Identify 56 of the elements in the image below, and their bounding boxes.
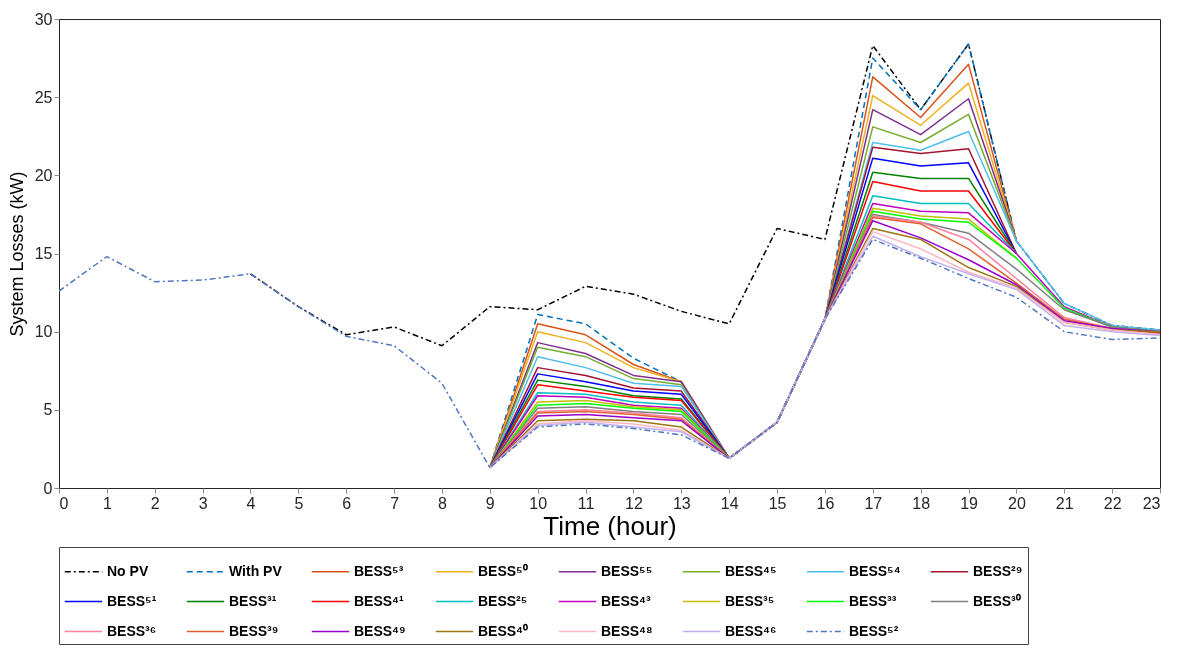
legend-label: BESS⁵¹ xyxy=(107,592,157,609)
x-tick-label: 19 xyxy=(960,494,979,512)
legend-label: BESS⁴⁵ xyxy=(725,562,777,579)
y-tick-label: 5 xyxy=(43,401,53,419)
x-tick-label: 15 xyxy=(768,494,787,512)
x-tick-label: 2 xyxy=(150,494,160,512)
legend-label: BESS⁵⁴ xyxy=(849,562,901,579)
y-tick-label: 10 xyxy=(34,323,53,341)
legend-label: With PV xyxy=(229,562,283,579)
x-tick-label: 1 xyxy=(102,494,112,512)
legend-label: BESS⁴⁸ xyxy=(601,622,653,639)
legend-label: BESS⁴⁶ xyxy=(725,622,777,639)
x-tick-label: 3 xyxy=(198,494,208,512)
legend-label: BESS⁴³ xyxy=(601,592,652,609)
legend-label: BESS⁴⁰ xyxy=(478,622,529,639)
x-tick-label: 11 xyxy=(577,494,595,512)
legend-label: BESS²⁵ xyxy=(478,592,528,609)
x-tick-label: 22 xyxy=(1103,494,1122,512)
x-tick-label: 17 xyxy=(864,494,883,512)
legend-label: BESS³⁵ xyxy=(725,592,775,609)
x-tick-label: 12 xyxy=(625,494,643,512)
legend-label: BESS⁴¹ xyxy=(354,592,405,609)
x-tick-label: 23 xyxy=(1142,494,1161,512)
legend-label: BESS³⁹ xyxy=(229,622,279,639)
x-tick-label: 20 xyxy=(1007,494,1026,512)
x-tick-label: 13 xyxy=(672,494,691,512)
legend-label: BESS⁵² xyxy=(849,622,899,639)
legend-label: BESS³¹ xyxy=(229,592,277,609)
x-tick-label: 21 xyxy=(1055,494,1074,512)
y-axis-title: System Losses (kW) xyxy=(6,171,27,337)
x-tick-label: 18 xyxy=(912,494,931,512)
y-tick-label: 20 xyxy=(34,166,53,184)
y-tick-label: 15 xyxy=(34,245,53,262)
x-tick-label: 6 xyxy=(342,494,352,512)
x-tick-label: 0 xyxy=(59,494,69,512)
legend-label: BESS⁵⁰ xyxy=(478,562,528,579)
legend-label: BESS⁵⁵ xyxy=(601,562,653,579)
legend-label: No PV xyxy=(107,562,149,579)
legend-label: BESS³³ xyxy=(849,592,897,609)
x-tick-label: 10 xyxy=(529,494,548,512)
legend-label: BESS²⁹ xyxy=(973,562,1023,579)
y-tick-label: 30 xyxy=(34,10,53,28)
x-tick-label: 4 xyxy=(246,494,256,512)
x-tick-label: 5 xyxy=(294,494,304,512)
legend-label: BESS³⁰ xyxy=(973,592,1021,609)
x-axis-title: Time (hour) xyxy=(543,510,677,541)
x-tick-label: 7 xyxy=(390,494,400,512)
x-tick-label: 16 xyxy=(816,494,835,512)
legend-label: BESS⁵³ xyxy=(354,562,404,579)
x-tick-label: 14 xyxy=(720,494,739,512)
x-tick-label: 8 xyxy=(438,494,447,512)
x-tick-label: 9 xyxy=(485,494,495,512)
y-tick-label: 0 xyxy=(43,479,53,497)
legend-label: BESS⁴⁹ xyxy=(354,622,406,639)
legend-label: BESS³⁶ xyxy=(107,622,157,639)
y-tick-label: 25 xyxy=(34,88,53,106)
